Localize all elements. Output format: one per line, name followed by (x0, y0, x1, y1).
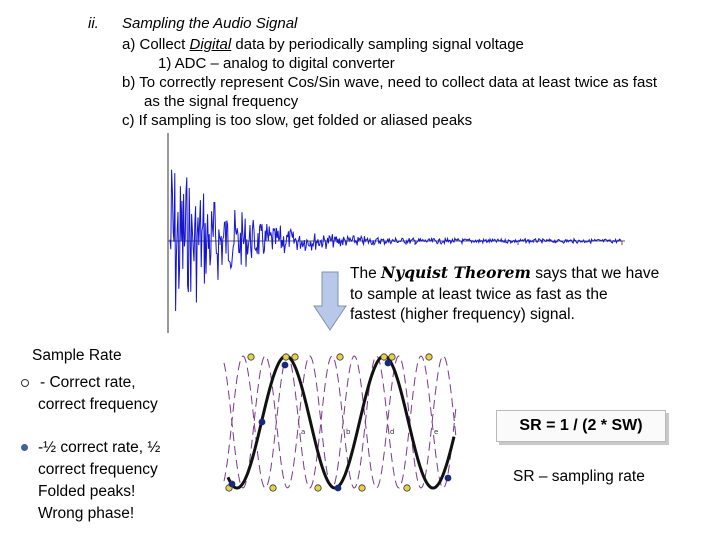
outline-line-c: c) If sampling is too slow, get folded o… (122, 112, 473, 129)
half-rate-line-4: Wrong phase! (38, 505, 135, 522)
correct-sample-point (336, 353, 344, 361)
correct-sample-point (247, 353, 255, 361)
small-tick-glyphs: a b d e (301, 428, 438, 436)
audio-waveform-plot (167, 133, 625, 333)
correct-sample-point (282, 353, 290, 361)
line-a-suffix: data by periodically sampling signal vol… (231, 36, 524, 53)
correct-sample-point (269, 484, 277, 492)
correct-sample-point (388, 353, 396, 361)
half-rate-sample-point (281, 361, 289, 369)
line-a-digital-word: Digital (189, 36, 232, 53)
half-rate-sample-point (228, 480, 236, 488)
outline-heading: Sampling the Audio Signal (122, 15, 298, 32)
correct-rate-line-1: - Correct rate, (40, 374, 136, 391)
down-arrow-icon (313, 271, 347, 331)
half-rate-marker-icon (21, 444, 28, 451)
correct-rate-marker-icon (21, 379, 29, 387)
nyquist-line-1: The Nyquist Theorem says that we have (350, 263, 660, 282)
correct-sample-point (358, 484, 366, 492)
sample-rate-title: Sample Rate (32, 347, 122, 364)
half-rate-line-3: Folded peaks! (38, 483, 136, 500)
half-rate-line-1: -½ correct rate, ½ (38, 439, 161, 456)
nyquist-line-3: fastest (higher frequency) signal. (350, 306, 575, 323)
formula-box: SR = 1 / (2 * SW) (496, 410, 666, 442)
outline-line-b: b) To correctly represent Cos/Sin wave, … (122, 74, 657, 91)
svg-text:a: a (301, 428, 305, 436)
half-rate-sample-point (334, 484, 342, 492)
svg-text:b: b (346, 428, 351, 436)
half-rate-sample-points (228, 359, 452, 492)
svg-text:d: d (390, 428, 394, 436)
sampling-diagram: a b d e (223, 353, 457, 492)
nyquist-statement: The Nyquist Theorem says that we have to… (350, 263, 710, 326)
half-rate-line-2: correct frequency (38, 461, 158, 478)
aliased-slow-wave (226, 354, 456, 490)
correct-rate-sample-points (225, 353, 433, 492)
correct-sample-point (314, 484, 322, 492)
fast-sine-wave-dashed (223, 355, 457, 489)
fast-wave-strand-2 (223, 355, 457, 489)
nyquist-theorem-term: Nyquist Theorem (381, 263, 531, 282)
half-rate-sample-point (384, 359, 392, 367)
correct-sample-point (291, 353, 299, 361)
waveform-trace (169, 169, 622, 312)
outline-line-b-cont: as the signal frequency (144, 93, 299, 110)
half-rate-sample-point (444, 474, 452, 482)
correct-rate-line-2: correct frequency (38, 396, 158, 413)
sr-definition: SR – sampling rate (513, 468, 645, 485)
fast-wave-strand-1 (223, 355, 457, 489)
outline-line-a: a) Collect Digital data by periodically … (122, 36, 524, 55)
outline-numeral: ii. (88, 15, 99, 32)
correct-sample-point (380, 353, 388, 361)
correct-sample-point (403, 484, 411, 492)
correct-sample-point (425, 353, 433, 361)
half-rate-sample-point (258, 418, 266, 426)
outline-line-a1: 1) ADC – analog to digital converter (158, 55, 395, 72)
svg-text:e: e (434, 428, 438, 436)
line-a-prefix: a) Collect (122, 36, 190, 53)
nyquist-line-2: to sample at least twice as fast as the (350, 285, 608, 303)
